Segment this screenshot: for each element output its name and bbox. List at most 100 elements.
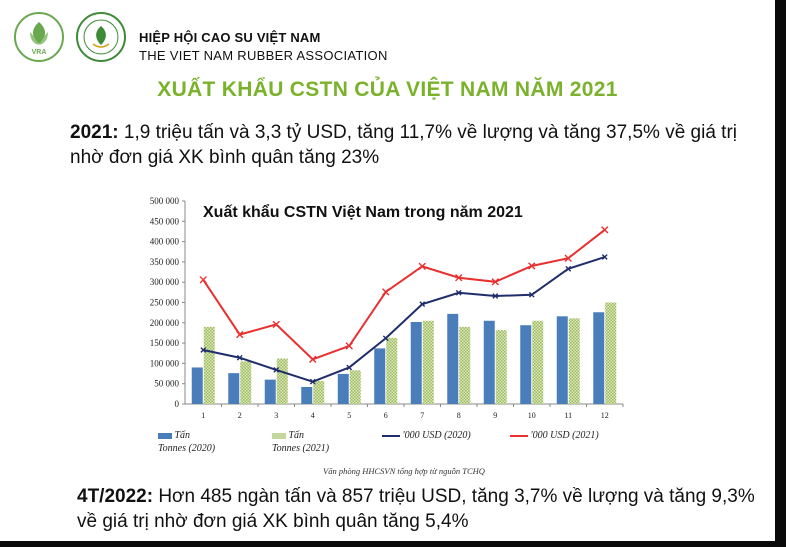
point-usd-2020	[309, 378, 316, 385]
bar-tonnes-2021	[386, 337, 398, 404]
chart-title: Xuất khẩu CSTN Việt Nam trong năm 2021	[203, 204, 523, 221]
x-tick-label: 3	[274, 411, 278, 420]
bar-tonnes-2021	[568, 318, 580, 404]
x-tick-label: 8	[457, 411, 461, 420]
bar-tonnes-2021	[605, 302, 617, 404]
y-tick-label: 450 000	[150, 216, 180, 226]
point-usd-2020	[346, 364, 353, 371]
source-note: Văn phòng HHCSVN tổng hợp từ nguồn TCHQ	[323, 466, 485, 476]
bar-tonnes-2021	[240, 361, 252, 404]
bar-tonnes-2020	[593, 312, 605, 404]
point-usd-2020	[382, 335, 389, 342]
bar-tonnes-2020	[337, 373, 349, 404]
point-usd-2020	[528, 291, 535, 298]
bar-tonnes-2020	[520, 325, 532, 404]
point-usd-2021	[455, 274, 463, 282]
bar-tonnes-2021	[276, 358, 288, 404]
x-tick-label: 10	[528, 411, 536, 420]
bar-tonnes-2020	[374, 348, 386, 404]
slide-title: XUẤT KHẨU CSTN CỦA VIỆT NAM NĂM 2021	[157, 78, 618, 101]
y-tick-label: 150 000	[150, 338, 180, 348]
legend-swatch	[510, 434, 528, 437]
association-seal-logo	[76, 12, 126, 62]
summary-2021-text: 1,9 triệu tấn và 3,3 tỷ USD, tăng 11,7% …	[70, 122, 737, 168]
x-tick-label: 5	[347, 411, 351, 420]
point-usd-2021	[309, 355, 317, 364]
bar-tonnes-2020	[447, 313, 459, 404]
y-tick-label: 250 000	[150, 298, 180, 308]
y-tick-label: 50 000	[154, 379, 179, 389]
org-name-vn: HIỆP HỘI CAO SU VIỆT NAM	[139, 30, 321, 45]
point-usd-2020	[601, 254, 608, 260]
bar-tonnes-2021	[532, 320, 544, 404]
x-tick-label: 6	[384, 411, 388, 420]
legend-swatch	[382, 434, 400, 437]
x-tick-label: 2	[238, 411, 242, 420]
summary-4t-2022-text: Hơn 485 ngàn tấn và 857 triệu USD, tăng …	[77, 486, 755, 532]
y-tick-label: 300 000	[150, 277, 180, 287]
y-tick-label: 200 000	[150, 318, 180, 328]
x-tick-label: 4	[311, 411, 315, 420]
y-tick-label: 500 000	[150, 196, 180, 206]
point-usd-2021	[418, 262, 426, 271]
right-edge-bar	[775, 0, 786, 547]
bar-tonnes-2021	[495, 330, 507, 404]
point-usd-2021	[236, 330, 244, 339]
bar-tonnes-2021	[313, 380, 325, 404]
org-name-en: THE VIET NAM RUBBER ASSOCIATION	[139, 48, 388, 63]
bar-tonnes-2020	[191, 367, 203, 404]
summary-4t-2022-lead: 4T/2022:	[77, 486, 154, 507]
legend-item-tonnes-2021: Tấn Tonnes (2021)	[272, 429, 329, 455]
legend-swatch	[158, 432, 172, 439]
y-tick-label: 350 000	[150, 257, 180, 267]
point-usd-2021	[382, 288, 390, 296]
legend-label: '000 USD (2020)	[402, 430, 471, 441]
line-usd-2020	[203, 256, 606, 383]
point-usd-2020	[236, 354, 243, 361]
point-usd-2021	[199, 276, 207, 284]
point-usd-2020	[455, 289, 462, 296]
point-usd-2021	[601, 226, 609, 234]
point-usd-2020	[200, 347, 207, 353]
legend-label: Tấn Tonnes (2020)	[158, 430, 216, 454]
bar-tonnes-2020	[228, 373, 240, 404]
point-usd-2021	[272, 320, 280, 329]
x-tick-label: 7	[420, 411, 424, 420]
x-tick-label: 1	[201, 411, 205, 420]
point-usd-2021	[564, 254, 572, 262]
point-usd-2020	[273, 367, 280, 373]
point-usd-2021	[528, 262, 536, 270]
svg-text:VRA: VRA	[32, 49, 47, 56]
legend-item-tonnes-2020: Tấn Tonnes (2020)	[158, 429, 215, 455]
bar-tonnes-2020	[264, 379, 276, 404]
bar-tonnes-2021	[459, 326, 471, 404]
point-usd-2020	[419, 301, 426, 308]
y-tick-label: 400 000	[150, 237, 180, 247]
vra-logo: VRA	[14, 12, 64, 62]
legend-item-usd-2020: '000 USD (2020)	[382, 429, 471, 442]
bar-tonnes-2021	[203, 326, 215, 404]
summary-2021-lead: 2021:	[70, 122, 119, 143]
bar-tonnes-2021	[422, 320, 434, 404]
point-usd-2020	[492, 293, 499, 299]
bar-tonnes-2020	[410, 321, 422, 404]
legend-label: Tấn Tonnes (2021)	[272, 430, 330, 454]
bar-tonnes-2020	[301, 386, 313, 404]
point-usd-2021	[491, 278, 499, 286]
y-tick-label: 100 000	[150, 358, 180, 368]
bar-tonnes-2021	[349, 370, 361, 404]
legend-swatch	[272, 432, 286, 439]
x-tick-label: 9	[493, 411, 497, 420]
legend-item-usd-2021: '000 USD (2021)	[510, 429, 599, 442]
line-usd-2021	[202, 229, 606, 361]
bottom-edge-bar	[0, 541, 786, 547]
point-usd-2020	[565, 265, 572, 272]
x-tick-label: 12	[601, 411, 609, 420]
summary-2021: 2021: 1,9 triệu tấn và 3,3 tỷ USD, tăng …	[70, 120, 760, 170]
legend-label: '000 USD (2021)	[530, 430, 599, 441]
point-usd-2021	[345, 342, 353, 350]
x-tick-label: 11	[564, 411, 572, 420]
bar-tonnes-2020	[483, 320, 495, 404]
summary-4t-2022: 4T/2022: Hơn 485 ngàn tấn và 857 triệu U…	[77, 484, 767, 534]
